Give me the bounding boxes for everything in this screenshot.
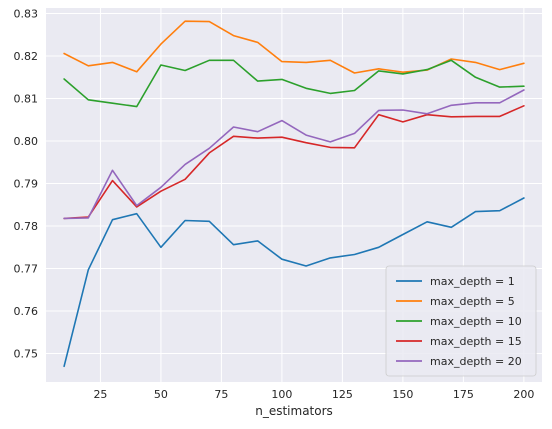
y-tick-label: 0.83 [14,8,39,21]
x-tick-label: 100 [271,388,292,401]
y-tick-label: 0.76 [14,305,39,318]
x-tick-labels: 25 50 75 100 125 150 175 200 [93,388,534,401]
legend-box [385,265,537,377]
series-line-1 [63,197,525,368]
x-axis-label: n_estimators [255,404,333,418]
legend-label: max_depth = 10 [430,315,522,328]
y-tick-label: 0.82 [14,50,39,63]
x-tick-label: 50 [154,388,168,401]
series-line-4 [63,105,525,220]
legend-label: max_depth = 20 [430,355,522,368]
x-tick-label: 175 [453,388,474,401]
series-line-2 [63,20,525,74]
y-tick-label: 0.78 [14,220,39,233]
y-tick-label: 0.79 [14,178,39,191]
y-tick-label: 0.77 [14,263,39,276]
series-line-5 [63,89,525,220]
x-tick-label: 25 [93,388,107,401]
y-tick-labels: 0.75 0.76 0.77 0.78 0.79 0.80 0.81 0.82 0.83 [14,8,39,361]
y-tick-label: 0.75 [14,348,39,361]
y-tick-label: 0.81 [14,93,39,106]
legend-label: max_depth = 15 [430,335,522,348]
series-line-3 [63,59,525,108]
legend-label: max_depth = 1 [430,275,515,288]
legend: max_depth = 1 max_depth = 5 max_depth = 10… [385,265,537,377]
legend-label: max_depth = 5 [430,295,515,308]
x-tick-label: 200 [513,388,534,401]
x-tick-label: 75 [214,388,228,401]
x-tick-label: 125 [332,388,353,401]
y-tick-label: 0.80 [14,135,39,148]
series-lines [63,20,525,368]
x-tick-label: 150 [392,388,413,401]
